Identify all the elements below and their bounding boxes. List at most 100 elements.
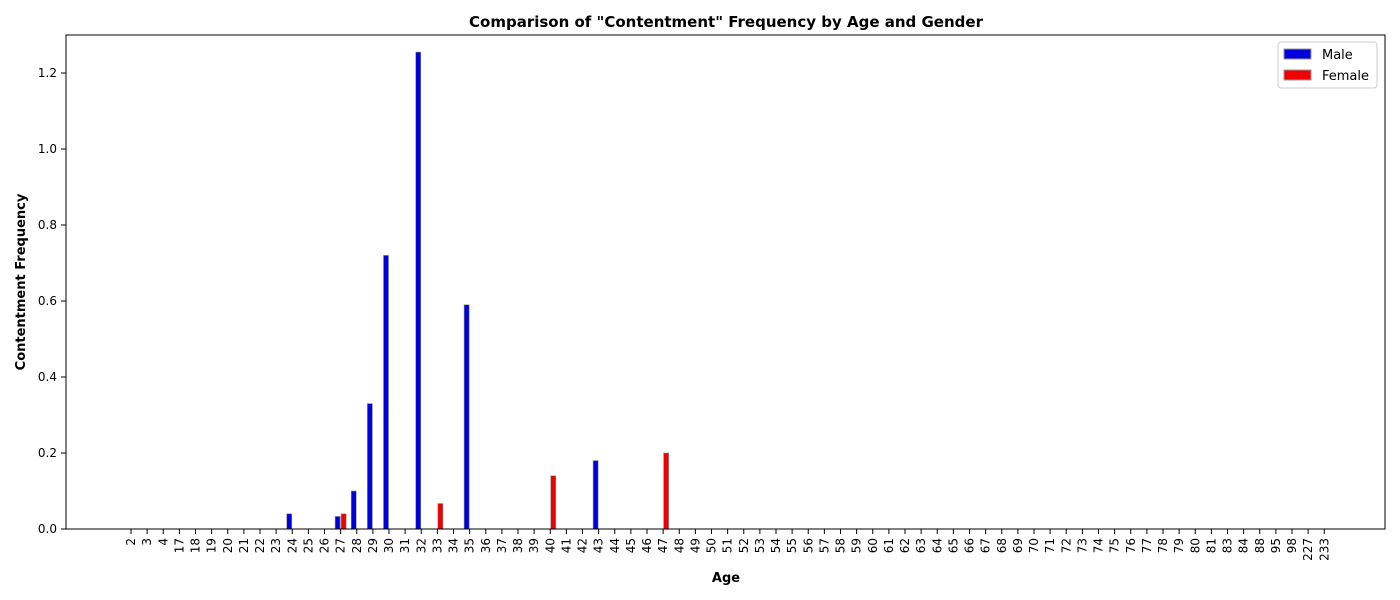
y-tick-label: 0.0: [38, 522, 57, 536]
x-tick-label: 2: [124, 538, 138, 546]
x-tick-label: 18: [189, 538, 203, 553]
x-tick-label: 47: [656, 538, 670, 553]
x-tick-label: 35: [463, 538, 477, 553]
bar-male-27: [334, 516, 341, 530]
bar-male-30: [383, 255, 389, 530]
x-tick-label: 39: [527, 538, 541, 553]
y-axis: 0.0 0.2 0.4 0.6 0.8 1.0 1.2: [38, 66, 66, 536]
plot-frame: [65, 34, 1386, 530]
x-tick-label: 88: [1253, 538, 1267, 553]
x-tick-label: 42: [576, 538, 590, 553]
x-tick-label: 63: [914, 538, 928, 553]
x-tick-label: 65: [946, 538, 960, 553]
x-tick-label: 44: [608, 538, 622, 553]
x-tick-label: 3: [140, 538, 154, 546]
x-tick-label: 41: [559, 538, 573, 553]
bar-male-28: [350, 490, 357, 530]
bar-female-47: [663, 452, 669, 530]
bar-female-27: [340, 513, 347, 530]
x-tick-label: 48: [672, 538, 686, 553]
x-tick-label: 53: [753, 538, 767, 553]
x-tick-label: 68: [995, 538, 1009, 553]
x-tick-label: 38: [511, 538, 525, 553]
legend-label-female: Female: [1322, 69, 1369, 84]
x-tick-label: 50: [705, 538, 719, 553]
x-tick-label: 29: [366, 538, 380, 553]
x-tick-label: 78: [1156, 538, 1170, 553]
x-tick-label: 233: [1317, 538, 1331, 561]
x-tick-label: 98: [1285, 538, 1299, 553]
x-tick-label: 81: [1204, 538, 1218, 553]
bar-male-29: [367, 403, 373, 530]
x-tick-label: 30: [382, 538, 396, 553]
x-tick-label: 20: [221, 538, 235, 553]
y-tick-label: 0.4: [38, 370, 57, 384]
x-tick-label: 56: [801, 538, 815, 553]
x-tick-label: 40: [543, 538, 557, 553]
x-tick-label: 71: [1043, 538, 1057, 553]
x-tick-label: 25: [301, 538, 315, 553]
x-tick-label: 72: [1059, 538, 1073, 553]
x-tick-label: 76: [1124, 538, 1138, 553]
legend-label-male: Male: [1322, 48, 1353, 63]
bar-female-33: [437, 503, 444, 530]
x-tick-label: 79: [1172, 538, 1186, 553]
x-tick-label: 17: [172, 538, 186, 553]
x-tick-label: 31: [398, 538, 412, 553]
x-tick-label: 83: [1221, 538, 1235, 553]
x-tick-label: 43: [592, 538, 606, 553]
x-tick-label: 95: [1269, 538, 1283, 553]
x-tick-label: 74: [1092, 538, 1106, 553]
x-tick-label: 27: [334, 538, 348, 553]
x-tick-label: 51: [721, 538, 735, 553]
plot-area: [286, 51, 669, 530]
x-tick-label: 34: [447, 538, 461, 553]
x-tick-label: 69: [1011, 538, 1025, 553]
x-tick-label: 22: [253, 538, 267, 553]
x-tick-label: 66: [963, 538, 977, 553]
y-tick-label: 0.6: [38, 294, 57, 308]
x-tick-label: 80: [1188, 538, 1202, 553]
x-tick-label: 28: [350, 538, 364, 553]
x-tick-label: 32: [414, 538, 428, 553]
x-tick-label: 23: [269, 538, 283, 553]
y-tick-label: 0.8: [38, 218, 57, 232]
x-tick-label: 46: [640, 538, 654, 553]
x-tick-label: 61: [882, 538, 896, 553]
y-tick-label: 0.2: [38, 446, 57, 460]
x-tick-label: 67: [979, 538, 993, 553]
x-tick-label: 77: [1140, 538, 1154, 553]
legend-swatch-male: [1283, 48, 1312, 60]
x-tick-label: 49: [688, 538, 702, 553]
x-tick-label: 62: [898, 538, 912, 553]
x-tick-label: 73: [1075, 538, 1089, 553]
x-tick-label: 33: [430, 538, 444, 553]
x-axis: 2 3 4 17 18 19 20 21 22 23 24 25 26 27 28 29 30 31 32 33 34 3…: [124, 529, 1331, 561]
x-tick-label: 84: [1237, 538, 1251, 553]
x-tick-label: 55: [785, 538, 799, 553]
x-tick-label: 227: [1301, 538, 1315, 561]
x-tick-label: 45: [624, 538, 638, 553]
x-tick-label: 36: [479, 538, 493, 553]
x-tick-label: 21: [237, 538, 251, 553]
x-tick-label: 54: [769, 538, 783, 553]
x-tick-label: 26: [318, 538, 332, 553]
bar-male-43: [592, 460, 599, 530]
bar-male-35: [463, 304, 470, 530]
bar-male-32: [415, 51, 422, 530]
x-tick-label: 24: [285, 538, 299, 553]
x-tick-label: 57: [817, 538, 831, 553]
x-tick-label: 59: [850, 538, 864, 553]
x-tick-label: 19: [205, 538, 219, 553]
x-tick-label: 58: [834, 538, 848, 553]
x-tick-label: 75: [1108, 538, 1122, 553]
x-tick-label: 60: [866, 538, 880, 553]
x-tick-label: 70: [1027, 538, 1041, 553]
x-axis-label: Age: [712, 571, 740, 586]
chart-title: Comparison of "Contentment" Frequency by…: [469, 13, 984, 31]
x-tick-label: 64: [930, 538, 944, 553]
y-tick-label: 1.2: [38, 66, 57, 80]
x-tick-label: 37: [495, 538, 509, 553]
x-tick-label: 4: [156, 538, 170, 546]
